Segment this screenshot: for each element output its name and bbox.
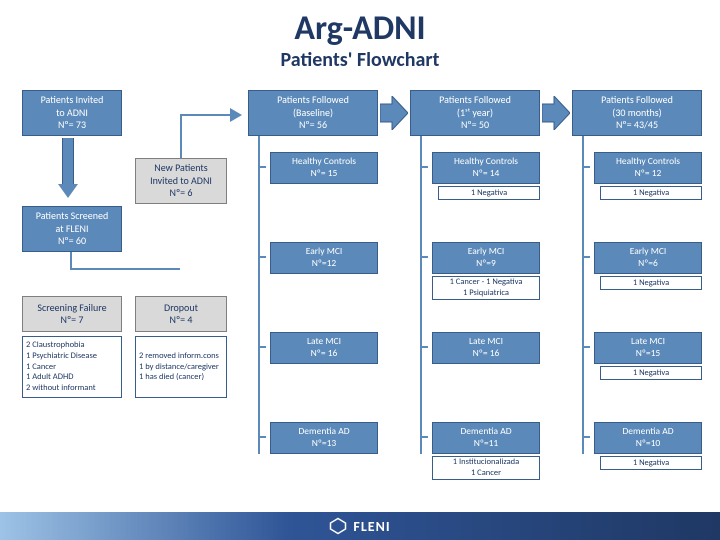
note-sf: 2 Claustrophobia 1 Psychiatric Disease 1… bbox=[22, 336, 122, 398]
note: 1 Negativa bbox=[438, 186, 540, 200]
t: Nº=11 bbox=[474, 438, 499, 450]
t: Nº= 50 bbox=[461, 119, 489, 132]
col-head-0: Patients Followed (Baseline) Nº= 56 bbox=[248, 90, 378, 136]
item: Early MCINº=9 bbox=[432, 242, 540, 274]
box-screening-failure: Screening Failure Nº= 7 bbox=[22, 296, 122, 332]
arrow-right-icon bbox=[230, 108, 242, 122]
col-head-2: Patients Followed (30 months) Nº= 43/45 bbox=[572, 90, 702, 136]
bracket bbox=[420, 136, 422, 454]
item: Late MCINº=15 bbox=[594, 332, 702, 364]
t: Patients Followed bbox=[439, 94, 511, 107]
t: Nº=15 bbox=[636, 348, 661, 360]
note: 1 Negativa bbox=[600, 456, 702, 470]
item: Early MCINº=12 bbox=[270, 242, 378, 274]
arrow-right-icon bbox=[380, 96, 408, 130]
t: Nº= 43/45 bbox=[616, 119, 658, 132]
item: Healthy ControlsNº= 12 bbox=[594, 152, 702, 184]
t: Patients Followed bbox=[601, 94, 673, 107]
bracket bbox=[582, 136, 584, 454]
item: Healthy ControlsNº= 15 bbox=[270, 152, 378, 184]
col-head-1: Patients Followed (1ˢᵗ year) Nº= 50 bbox=[410, 90, 540, 136]
title: Arg-ADNI bbox=[0, 8, 720, 49]
item: Dementia ADNº=10 bbox=[594, 422, 702, 454]
box-screened: Patients Screened at FLENI Nº= 60 bbox=[22, 206, 122, 252]
t: New Patients bbox=[154, 162, 207, 175]
t: Nº= 60 bbox=[58, 235, 86, 248]
arrow-right-icon bbox=[542, 96, 570, 130]
note: 1 Institucionalizada 1 Cancer bbox=[432, 456, 540, 480]
note: 1 Negativa bbox=[600, 186, 702, 200]
item: Dementia ADNº=11 bbox=[432, 422, 540, 454]
connector bbox=[70, 268, 180, 270]
item: Late MCINº= 16 bbox=[432, 332, 540, 364]
t: Nº= 14 bbox=[473, 168, 500, 180]
slide: Arg-ADNI Patients' Flowchart Patients In… bbox=[0, 0, 720, 540]
t: Nº= 6 bbox=[170, 187, 193, 200]
box-invited: Patients Invited to ADNI Nº= 73 bbox=[22, 90, 122, 136]
t: Nº= 4 bbox=[170, 314, 193, 327]
t: Patients Followed bbox=[277, 94, 349, 107]
t: Nº= 7 bbox=[61, 314, 84, 327]
item: Early MCINº=6 bbox=[594, 242, 702, 274]
item: Healthy ControlsNº= 14 bbox=[432, 152, 540, 184]
t: Nº= 73 bbox=[58, 119, 86, 132]
t: Nº=6 bbox=[638, 258, 658, 270]
t: Nº= 16 bbox=[311, 348, 338, 360]
subtitle: Patients' Flowchart bbox=[0, 48, 720, 72]
note-do: 2 removed inform.cons 1 by distance/care… bbox=[135, 336, 227, 398]
item: Late MCINº= 16 bbox=[270, 332, 378, 364]
connector bbox=[180, 114, 182, 158]
t: Nº=13 bbox=[312, 438, 337, 450]
t: Patients Screened bbox=[36, 210, 109, 223]
note: 1 Cancer - 1 Negativa 1 Psiquiatrica bbox=[432, 276, 540, 300]
footer-text: FLENI bbox=[353, 518, 390, 535]
t: Nº= 15 bbox=[311, 168, 338, 180]
t: Nº= 12 bbox=[635, 168, 662, 180]
t: Nº= 56 bbox=[299, 119, 327, 132]
bracket bbox=[258, 136, 260, 454]
connector bbox=[180, 114, 232, 116]
t: Nº=10 bbox=[636, 438, 661, 450]
item: Dementia ADNº=13 bbox=[270, 422, 378, 454]
t: Nº=9 bbox=[476, 258, 496, 270]
note: 1 Negativa bbox=[600, 276, 702, 290]
box-new-patients: New Patients Invited to ADNI Nº= 6 bbox=[135, 158, 227, 204]
box-dropout: Dropout Nº= 4 bbox=[135, 296, 227, 332]
t: Nº=12 bbox=[312, 258, 337, 270]
fleni-logo-icon bbox=[329, 517, 347, 535]
t: Patients Invited bbox=[41, 94, 104, 107]
footer: FLENI bbox=[0, 512, 720, 540]
t: Nº= 16 bbox=[473, 348, 500, 360]
note: 1 Negativa bbox=[600, 366, 702, 380]
